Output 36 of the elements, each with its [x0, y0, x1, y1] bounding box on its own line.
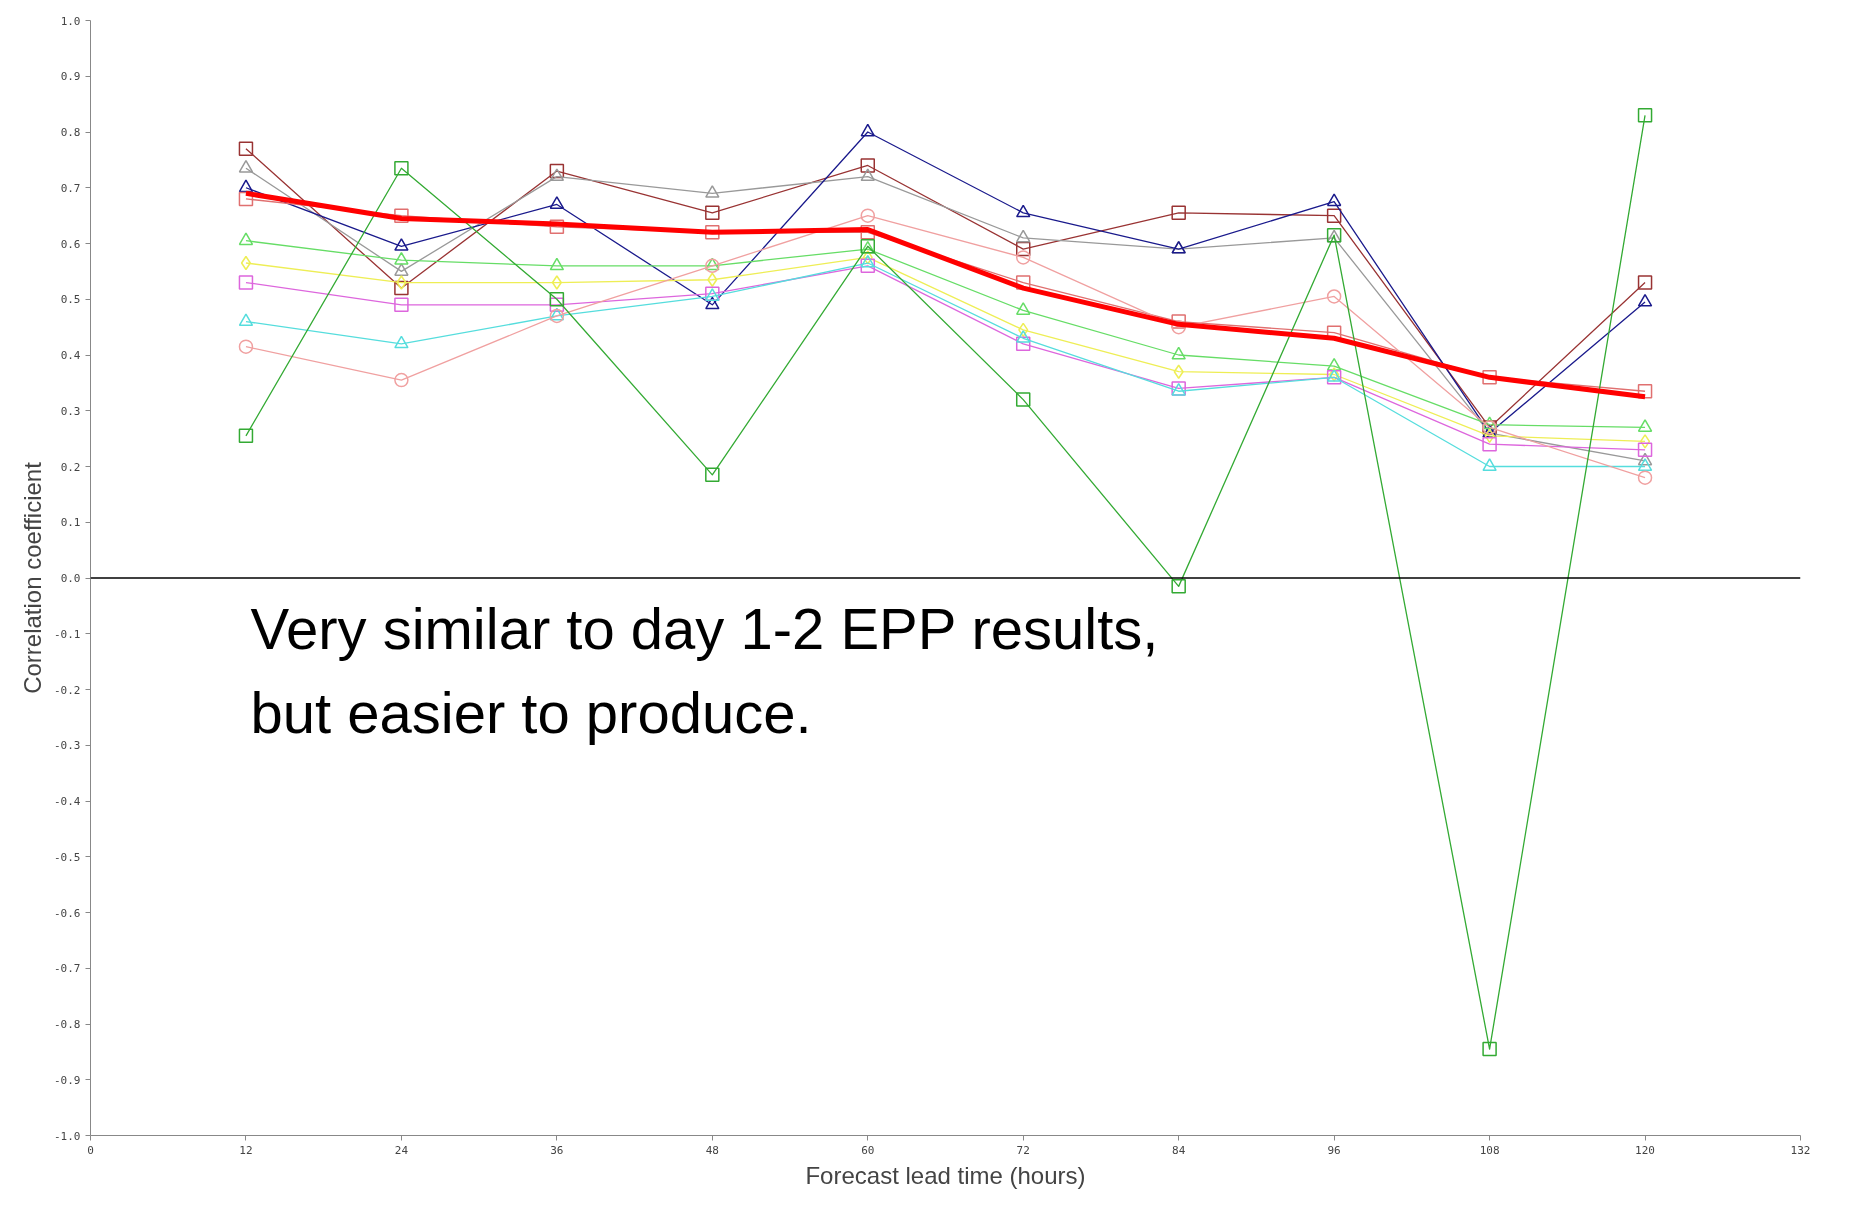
y-tick-label: 0.8: [60, 126, 81, 139]
x-axis-title: Forecast lead time (hours): [805, 1161, 1086, 1189]
y-tick-label: -0.7: [54, 962, 81, 976]
y-tick-label: -0.4: [54, 795, 81, 808]
y-tick-label: 0.7: [60, 181, 81, 195]
y-tick-label: 1.0: [60, 14, 81, 28]
y-tick-label: 0.3: [60, 404, 81, 418]
x-tick-label: 48: [705, 1143, 719, 1157]
y-tick-label: -0.2: [54, 683, 81, 697]
y-tick-label: 0.5: [60, 293, 81, 307]
y-tick-label: -0.5: [54, 850, 81, 864]
x-tick-label: 120: [1635, 1143, 1655, 1157]
x-tick-label: 72: [1016, 1143, 1030, 1157]
x-tick-label: 12: [239, 1143, 253, 1157]
y-tick-label: -0.8: [54, 1018, 81, 1031]
x-tick-label: 96: [1327, 1143, 1341, 1157]
x-tick-label: 0: [87, 1143, 94, 1157]
y-tick-label: 0.9: [60, 70, 81, 84]
x-tick-label: 24: [394, 1143, 409, 1157]
x-tick-label: 108: [1479, 1143, 1500, 1157]
x-tick-label: 84: [1172, 1143, 1186, 1157]
y-axis-title: Correlation coefficient: [19, 461, 47, 694]
y-tick-label: 0.6: [60, 237, 81, 251]
y-tick-label: 0.1: [60, 516, 81, 530]
y-tick-label: 0.4: [60, 349, 81, 362]
y-tick-label: -0.6: [54, 906, 81, 920]
y-tick-label: -0.3: [54, 739, 81, 753]
y-tick-label: -0.1: [54, 627, 81, 641]
x-tick-label: 36: [550, 1143, 564, 1157]
y-tick-label: -1.0: [54, 1129, 81, 1143]
x-tick-label: 60: [861, 1143, 875, 1157]
x-tick-label: 132: [1790, 1143, 1811, 1157]
y-tick-label: 0.2: [60, 460, 81, 474]
y-tick-label: -0.9: [54, 1073, 81, 1087]
annotation: Very similar to day 1-2 EPP results, but easier to produce.: [250, 595, 1159, 745]
y-tick-label: 0.0: [60, 572, 81, 585]
